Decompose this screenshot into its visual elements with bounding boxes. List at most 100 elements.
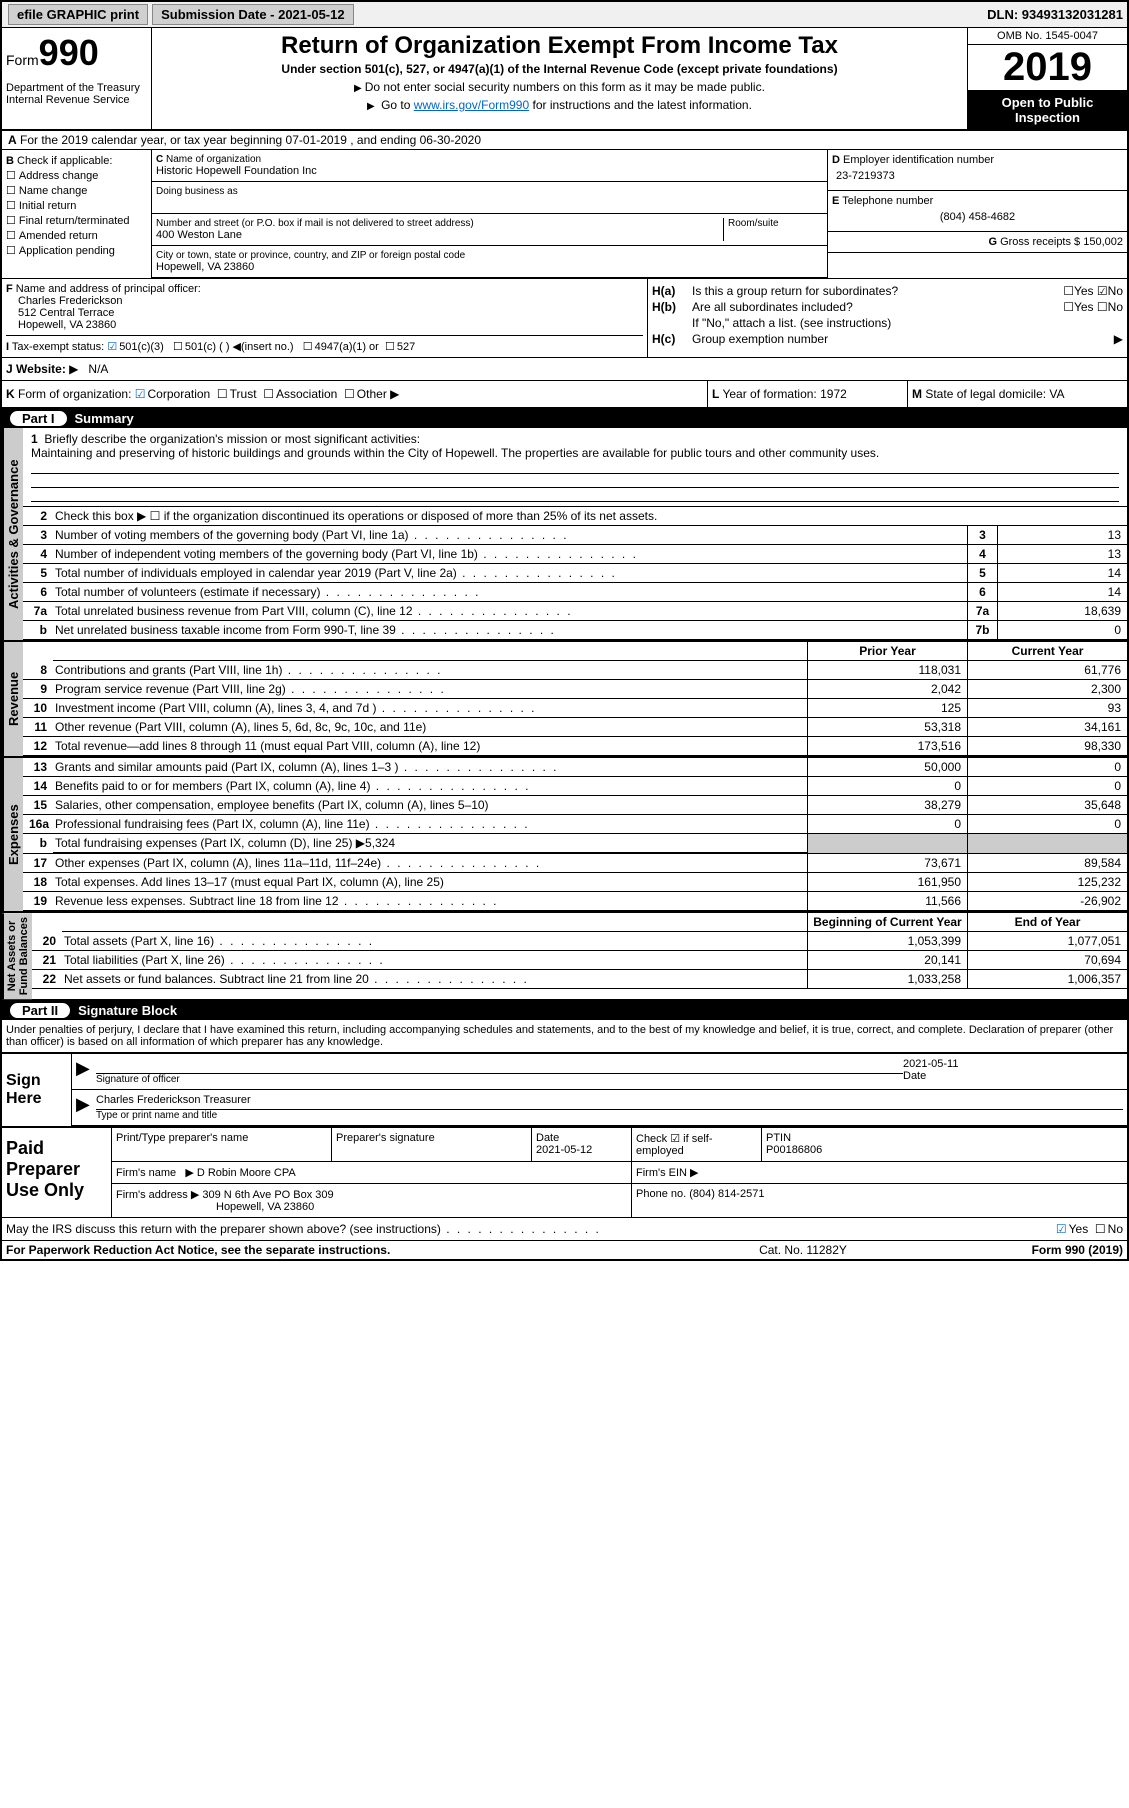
activities-governance-header: Activities & Governance [2,428,23,640]
mission-text: Maintaining and preserving of historic b… [31,446,1119,460]
line12-cy: 98,330 [967,737,1127,755]
dln-label: DLN: 93493132031281 [987,7,1123,22]
section-j: J Website: ▶ N/A [2,358,1127,381]
501c-checkbox[interactable]: 501(c) ( ) [173,341,230,353]
form-number: 990 [39,32,99,73]
signature-block: Sign Here ▶ Signature of officer 2021-05… [2,1054,1127,1128]
signature-date: 2021-05-11 [903,1058,1123,1070]
line16a-cy: 0 [967,815,1127,833]
section-h: H(a) Is this a group return for subordin… [647,279,1127,357]
line20-boy: 1,053,399 [807,932,967,950]
line19-cy: -26,902 [967,892,1127,910]
officer-name-print: Charles Frederickson Treasurer [96,1094,1123,1110]
part-i-header: Part I Summary [2,409,1127,428]
section-deg: D Employer identification number 23-7219… [827,150,1127,278]
form-word: Form [6,52,39,68]
footer-row: For Paperwork Reduction Act Notice, see … [2,1240,1127,1259]
gross-receipts: 150,002 [1083,236,1123,248]
line10-py: 125 [807,699,967,717]
line15-py: 38,279 [807,796,967,814]
street-address: 400 Weston Lane [156,229,723,241]
line6-value: 14 [997,583,1127,601]
website-value: N/A [88,362,108,376]
form-header: Form990 Department of the Treasury Inter… [2,28,1127,131]
subtitle-3: Go to www.irs.gov/Form990 for instructio… [156,96,963,114]
discuss-yes[interactable]: Yes [1056,1222,1088,1236]
ha-no[interactable] [1097,284,1108,298]
line7a-value: 18,639 [997,602,1127,620]
department-label: Department of the Treasury Internal Reve… [6,82,147,106]
501c3-checkbox[interactable]: 501(c)(3) [107,341,164,353]
line3-value: 13 [997,526,1127,544]
application-pending-checkbox[interactable]: Application pending [6,243,147,258]
trust-checkbox[interactable]: Trust [217,387,257,401]
4947-checkbox[interactable]: 4947(a)(1) or [303,341,379,353]
expenses-header: Expenses [2,758,23,911]
527-checkbox[interactable]: 527 [385,341,415,353]
line11-cy: 34,161 [967,718,1127,736]
cat-number: Cat. No. 11282Y [703,1243,903,1257]
net-assets-header: Net Assets or Fund Balances [2,913,32,999]
submission-date-button[interactable]: Submission Date - 2021-05-12 [152,4,354,25]
line7b-value: 0 [997,621,1127,639]
line5-value: 14 [997,564,1127,582]
discuss-row: May the IRS discuss this return with the… [2,1218,1127,1240]
line14-py: 0 [807,777,967,795]
penalties-declaration: Under penalties of perjury, I declare th… [2,1020,1127,1054]
self-employed-check[interactable]: Check ☑ if self-employed [632,1128,762,1161]
section-c: C Name of organization Historic Hopewell… [152,150,827,278]
org-name: Historic Hopewell Foundation Inc [156,165,823,177]
ptin-value: P00186806 [766,1144,822,1156]
line4-value: 13 [997,545,1127,563]
line19-py: 11,566 [807,892,967,910]
line12-py: 173,516 [807,737,967,755]
year-formation: 1972 [820,387,847,401]
line21-boy: 20,141 [807,951,967,969]
line22-eoy: 1,006,357 [967,970,1127,988]
public-inspection: Open to Public Inspection [968,91,1127,129]
line9-py: 2,042 [807,680,967,698]
omb-number: OMB No. 1545-0047 [968,28,1127,45]
revenue-header: Revenue [2,642,23,756]
efile-button[interactable]: efile GRAPHIC print [8,4,148,25]
final-return-checkbox[interactable]: Final return/terminated [6,213,147,228]
subtitle-2: Do not enter social security numbers on … [156,78,963,96]
phone-value: (804) 458-4682 [832,207,1123,227]
firm-address: 309 N 6th Ave PO Box 309 [202,1189,333,1201]
preparer-block: Paid Preparer Use Only Print/Type prepar… [2,1128,1127,1218]
line11-py: 53,318 [807,718,967,736]
irs-link[interactable]: www.irs.gov/Form990 [414,98,529,112]
city-address: Hopewell, VA 23860 [156,261,823,273]
line17-py: 73,671 [807,854,967,872]
hb-no[interactable] [1097,300,1108,314]
top-toolbar: efile GRAPHIC print Submission Date - 20… [2,2,1127,28]
association-checkbox[interactable]: Association [263,387,337,401]
name-change-checkbox[interactable]: Name change [6,183,147,198]
firm-phone: (804) 814-2571 [689,1188,764,1200]
discuss-no[interactable]: No [1095,1222,1123,1236]
line18-cy: 125,232 [967,873,1127,891]
other-checkbox[interactable]: Other [344,387,387,401]
corporation-checkbox[interactable]: Corporation [135,387,210,401]
line22-boy: 1,033,258 [807,970,967,988]
line13-py: 50,000 [807,758,967,776]
line9-cy: 2,300 [967,680,1127,698]
part-ii-header: Part II Signature Block [2,1001,1127,1020]
line15-cy: 35,648 [967,796,1127,814]
form-title: Return of Organization Exempt From Incom… [156,32,963,60]
prep-date: 2021-05-12 [536,1144,592,1156]
initial-return-checkbox[interactable]: Initial return [6,198,147,213]
line17-cy: 89,584 [967,854,1127,872]
amended-return-checkbox[interactable]: Amended return [6,228,147,243]
section-f: F Name and address of principal officer:… [2,279,647,357]
line13-cy: 0 [967,758,1127,776]
line18-py: 161,950 [807,873,967,891]
officer-name: Charles Frederickson [6,295,643,307]
line-a: A For the 2019 calendar year, or tax yea… [2,131,1127,150]
section-b: B Check if applicable: Address change Na… [2,150,152,278]
subtitle-1: Under section 501(c), 527, or 4947(a)(1)… [156,60,963,78]
address-change-checkbox[interactable]: Address change [6,168,147,183]
line14-cy: 0 [967,777,1127,795]
hb-yes[interactable] [1063,300,1074,314]
ha-yes[interactable] [1063,284,1074,298]
